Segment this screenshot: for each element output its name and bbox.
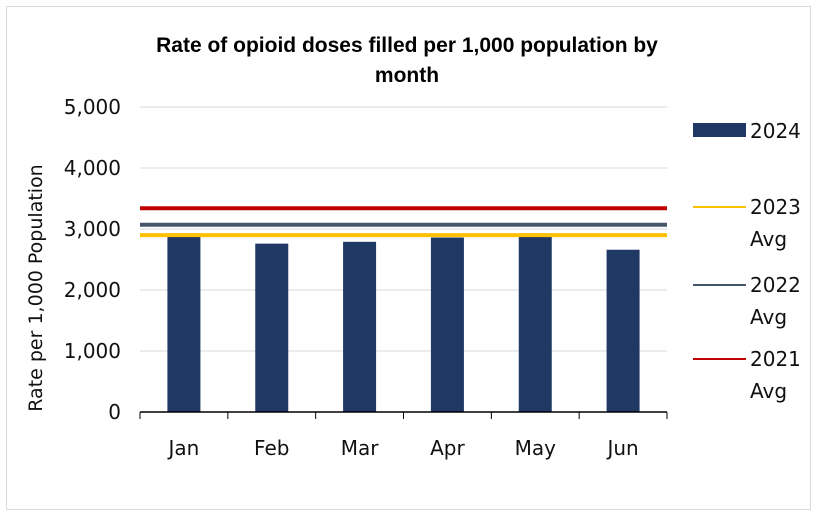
legend-label: Avg bbox=[750, 227, 787, 251]
x-tick-label: Feb bbox=[254, 436, 289, 460]
bar bbox=[606, 249, 640, 412]
bar bbox=[343, 241, 377, 412]
legend-label: 2021 bbox=[750, 347, 801, 371]
bar bbox=[167, 236, 201, 412]
x-tick-label: Jun bbox=[605, 436, 638, 460]
x-tick-label: Mar bbox=[341, 436, 380, 460]
legend-label: 2024 bbox=[750, 119, 801, 143]
y-axis-label: Rate per 1,000 Population bbox=[25, 164, 47, 411]
legend-label: Avg bbox=[750, 379, 787, 403]
y-tick-label: 4,000 bbox=[64, 156, 121, 180]
y-tick-label: 5,000 bbox=[64, 95, 121, 119]
y-tick-label: 2,000 bbox=[64, 278, 121, 302]
chart-title-line-1: Rate of opioid doses filled per 1,000 po… bbox=[156, 34, 658, 57]
bar bbox=[255, 243, 289, 412]
bar bbox=[518, 233, 552, 412]
x-tick-label: Jan bbox=[166, 436, 199, 460]
legend-label: Avg bbox=[750, 305, 787, 329]
y-tick-label: 3,000 bbox=[64, 217, 121, 241]
bar bbox=[430, 237, 464, 412]
chart-frame bbox=[6, 6, 811, 510]
y-tick-label: 0 bbox=[108, 400, 121, 424]
x-tick-label: Apr bbox=[430, 436, 465, 460]
x-tick-label: May bbox=[515, 436, 557, 460]
legend-label: 2022 bbox=[750, 273, 801, 297]
y-tick-label: 1,000 bbox=[64, 339, 121, 363]
chart-title-line-2: month bbox=[375, 64, 439, 87]
legend-label: 2023 bbox=[750, 195, 801, 219]
legend-swatch-bar bbox=[693, 123, 746, 137]
